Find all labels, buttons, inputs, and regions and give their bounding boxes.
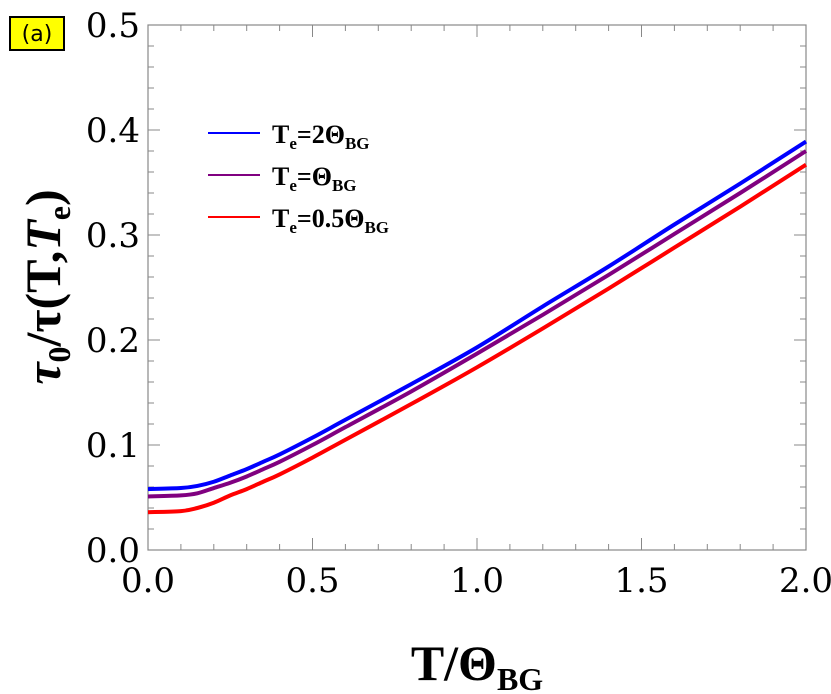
y-axis-title: τ0/τ(T,Te) xyxy=(15,189,77,384)
x-tick-label: 2.0 xyxy=(779,561,831,601)
series-line-2 xyxy=(147,162,808,515)
legend-label-0: Te=2ΘBG xyxy=(272,120,370,153)
legend-label-1: Te=ΘBG xyxy=(272,162,357,195)
series-line-1 xyxy=(147,149,808,499)
y-tick-label: 0.5 xyxy=(86,6,140,46)
legend: Te=2ΘBG Te=ΘBG Te=0.5ΘBG xyxy=(208,120,389,237)
x-axis-title: T/ΘBG xyxy=(411,635,543,694)
axis-ticks xyxy=(147,24,807,551)
x-tick-label: 0.0 xyxy=(121,561,175,601)
panel-label-box xyxy=(9,16,65,51)
y-tick-label: 0.0 xyxy=(86,531,140,571)
legend-label-2: Te=0.5ΘBG xyxy=(272,204,389,237)
y-tick-label: 0.4 xyxy=(86,111,140,151)
series-line-0 xyxy=(147,139,808,492)
series-lines xyxy=(147,139,808,515)
tick-labels: 0.0 0.5 1.0 1.5 2.0 0.0 0.1 0.2 0.3 0.4 0.5 xyxy=(86,6,831,601)
x-tick-label: 1.5 xyxy=(614,561,668,601)
y-tick-label: 0.1 xyxy=(86,426,140,466)
x-tick-label: 0.5 xyxy=(285,561,339,601)
y-tick-label: 0.3 xyxy=(86,216,140,256)
y-tick-label: 0.2 xyxy=(86,321,140,361)
x-tick-label: 1.0 xyxy=(450,561,504,601)
panel-label: (a) xyxy=(22,22,53,47)
